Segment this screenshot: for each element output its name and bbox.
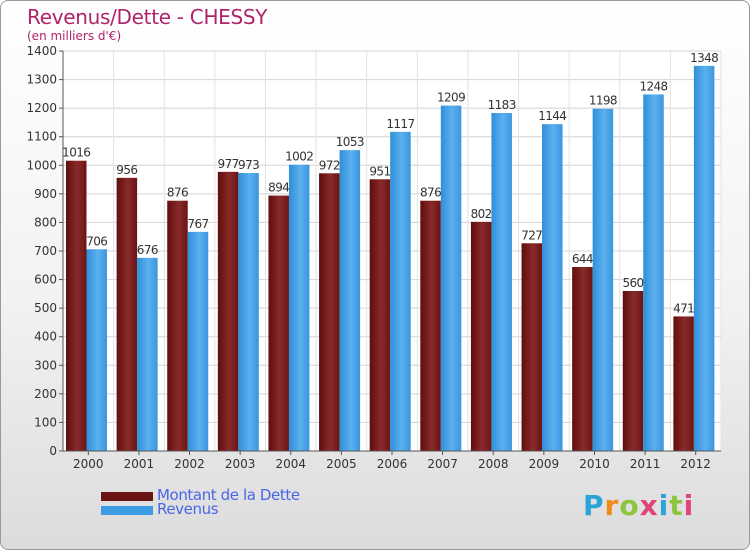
x-tick-label: 2002	[174, 457, 205, 471]
y-tick-label: 1300	[26, 73, 57, 87]
legend-swatch-revenue	[101, 506, 153, 515]
legend-label-revenue: Revenus	[157, 500, 219, 518]
data-label-debt: 956	[116, 163, 137, 177]
bar-debt	[167, 200, 188, 451]
bar-debt	[369, 179, 391, 452]
y-tick-label: 600	[34, 273, 57, 287]
y-tick-label: 800	[34, 215, 57, 229]
y-tick-label: 200	[34, 387, 57, 401]
bar-revenue	[137, 257, 158, 451]
data-label-revenue: 1144	[538, 109, 566, 123]
data-label-debt: 644	[572, 252, 593, 266]
y-tick-label: 100	[34, 415, 57, 429]
data-label-revenue: 1248	[639, 79, 667, 93]
y-tick-label: 1400	[26, 44, 57, 58]
y-tick-label: 1100	[26, 130, 57, 144]
bars-layer	[66, 65, 715, 452]
x-tick-label: 2000	[73, 457, 104, 471]
data-label-revenue: 706	[86, 234, 107, 248]
x-tick-label: 2009	[529, 457, 560, 471]
bar-revenue	[390, 131, 411, 451]
bar-revenue	[592, 108, 614, 451]
data-label-debt: 972	[319, 158, 340, 172]
data-label-revenue: 1348	[690, 51, 718, 65]
data-label-revenue: 1002	[285, 150, 313, 164]
y-tick-label: 900	[34, 187, 57, 201]
bar-debt	[217, 171, 239, 451]
bar-revenue	[86, 249, 107, 451]
x-tick-label: 2007	[427, 457, 458, 471]
bar-debt	[420, 200, 441, 451]
x-tick-label: 2001	[124, 457, 155, 471]
y-tick-label: 500	[34, 301, 57, 315]
data-label-debt: 560	[622, 276, 643, 290]
bar-debt	[470, 221, 492, 451]
bar-revenue	[187, 231, 209, 451]
data-label-debt: 951	[369, 164, 390, 178]
bar-debt	[319, 173, 340, 452]
chart-title: Revenus/Dette - CHESSY	[27, 5, 268, 29]
bar-revenue	[491, 113, 512, 451]
legend-label-debt: Montant de la Dette	[157, 486, 300, 504]
x-tick-label: 2010	[579, 457, 610, 471]
bar-debt	[622, 291, 644, 451]
proxiti-logo: Proxiti	[583, 489, 695, 522]
bar-revenue	[643, 94, 664, 451]
legend-swatch-debt	[101, 492, 153, 501]
data-label-debt: 727	[521, 228, 542, 242]
bar-revenue	[238, 173, 259, 451]
chart-subtitle: (en milliers d'€)	[27, 29, 122, 43]
y-tick-label: 700	[34, 244, 57, 258]
axis-layer: 0 100 200 300 400 500 600 700 800 900 1000 1100 1200…	[26, 44, 721, 471]
data-label-revenue: 1209	[437, 91, 465, 105]
bar-revenue	[693, 65, 715, 451]
labels-layer: 1016 956 876 977 894 972 951 876 802 727 644 560 471…	[62, 51, 719, 316]
data-label-debt: 802	[471, 207, 492, 221]
data-label-debt: 876	[167, 186, 188, 200]
bar-revenue	[288, 164, 310, 451]
data-label-revenue: 1198	[589, 94, 617, 108]
data-label-debt: 977	[218, 157, 239, 171]
x-tick-label: 2011	[630, 457, 661, 471]
data-label-debt: 471	[673, 301, 694, 315]
data-label-revenue: 676	[137, 243, 158, 257]
x-tick-label: 2003	[225, 457, 256, 471]
bar-debt	[673, 316, 694, 451]
bar-revenue	[440, 105, 462, 452]
bar-debt	[572, 267, 593, 451]
data-label-revenue: 1117	[386, 117, 414, 131]
y-tick-label: 400	[34, 330, 57, 344]
x-tick-label: 2008	[478, 457, 509, 471]
bar-revenue	[339, 150, 361, 451]
bar-debt	[66, 160, 87, 451]
bar-revenue	[542, 124, 563, 452]
data-label-revenue: 1053	[336, 135, 364, 149]
x-tick-label: 2004	[275, 457, 306, 471]
data-label-debt: 894	[268, 181, 289, 195]
x-tick-label: 2006	[377, 457, 408, 471]
x-tick-label: 2012	[680, 457, 711, 471]
x-tick-label: 2005	[326, 457, 357, 471]
y-tick-label: 1000	[26, 158, 57, 172]
y-tick-label: 0	[49, 444, 57, 458]
data-label-revenue: 1183	[488, 98, 516, 112]
bar-debt	[116, 177, 138, 451]
y-tick-label: 1200	[26, 101, 57, 115]
data-label-debt: 876	[420, 186, 441, 200]
data-label-debt: 1016	[62, 146, 90, 160]
bar-debt	[521, 243, 543, 451]
data-label-revenue: 973	[238, 158, 259, 172]
bar-debt	[268, 195, 289, 451]
y-tick-label: 300	[34, 358, 57, 372]
data-label-revenue: 767	[187, 217, 208, 231]
